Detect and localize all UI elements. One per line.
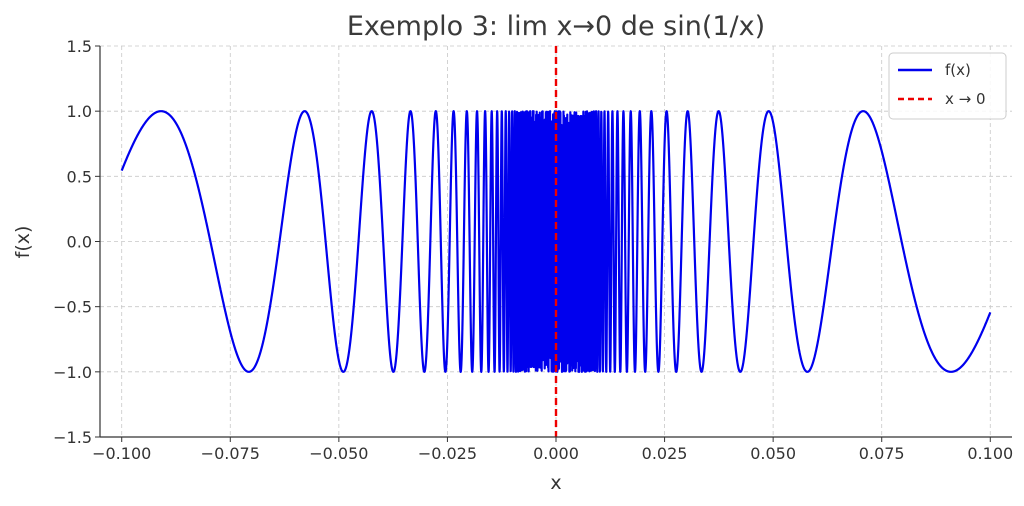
x-tick-label: −0.075 [201, 444, 260, 463]
x-tick-label: −0.050 [309, 444, 368, 463]
y-tick-label: 0.5 [67, 167, 92, 186]
x-tick-label: −0.100 [92, 444, 151, 463]
series-fx-line [120, 110, 992, 373]
series-layer [120, 46, 992, 437]
x-tick-label: −0.025 [418, 444, 477, 463]
x-axis-label: x [550, 472, 561, 494]
x-tick-label: 0.100 [967, 444, 1013, 463]
x-tick-label: 0.050 [750, 444, 796, 463]
y-axis-label: f(x) [12, 226, 34, 259]
x-tick-label: 0.075 [859, 444, 905, 463]
legend-label-x-to-0: x → 0 [945, 90, 986, 108]
y-tick-label: −0.5 [53, 298, 92, 317]
y-tick-label: 1.5 [67, 37, 92, 56]
axes: −0.100 −0.075 −0.050 −0.025 0.000 0.025 0.050 0… [53, 37, 1013, 463]
x-tick-label: 0.025 [642, 444, 688, 463]
y-tick-label: 1.0 [67, 102, 92, 121]
legend: f(x) x → 0 [888, 52, 1007, 120]
chart-title: Exemplo 3: lim x→0 de sin(1/x) [347, 11, 765, 42]
y-tick-label: 0.0 [67, 233, 92, 252]
x-tick-label: 0.000 [533, 444, 579, 463]
y-tick-label: −1.0 [53, 363, 92, 382]
y-tick-label: −1.5 [53, 428, 92, 447]
legend-label-fx: f(x) [945, 61, 971, 79]
